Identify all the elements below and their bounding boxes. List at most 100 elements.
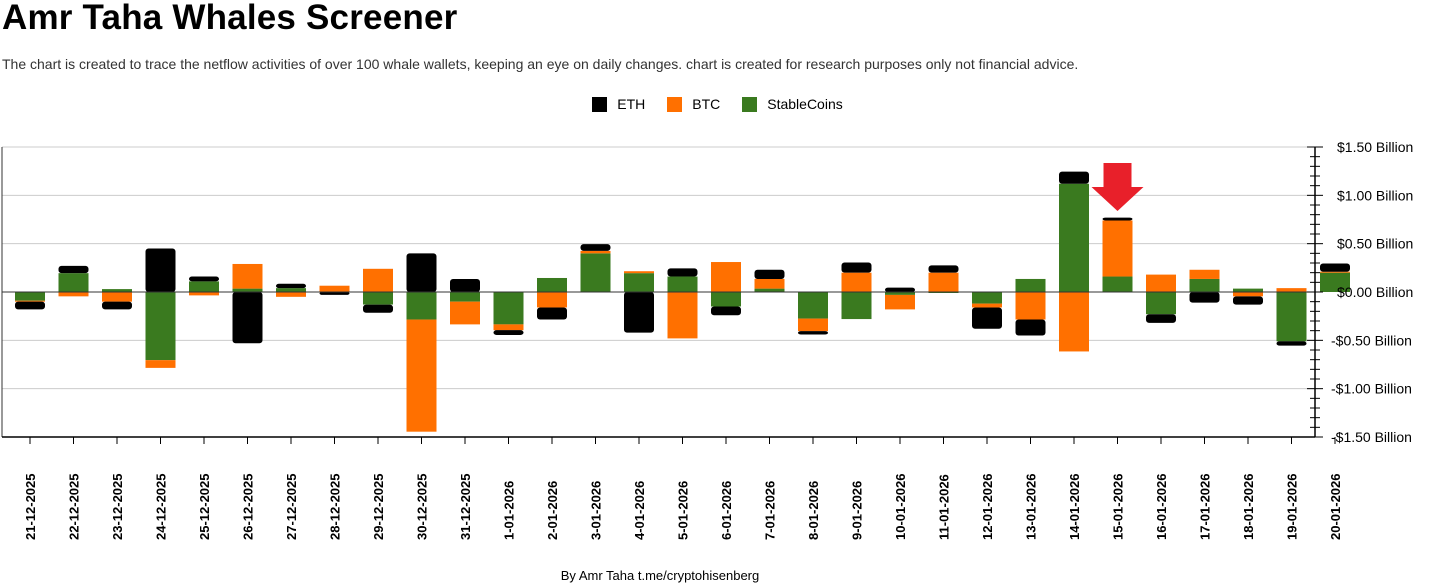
bar-btc xyxy=(1146,274,1176,292)
x-tick-label: 30-12-2025 xyxy=(415,474,430,541)
bar-stablecoins xyxy=(667,276,698,292)
y-tick-label: -$1.50 Billion xyxy=(1331,429,1412,445)
bar-btc xyxy=(450,301,480,325)
page-title: Amr Taha Whales Screener xyxy=(2,0,458,37)
bar-eth xyxy=(928,265,959,273)
legend-label: BTC xyxy=(692,96,721,112)
bar-btc xyxy=(102,292,132,302)
bar-eth xyxy=(363,304,393,313)
bar-eth xyxy=(798,331,828,335)
y-tick-label: -$1.00 Billion xyxy=(1331,381,1412,397)
bar-eth xyxy=(15,301,45,310)
bar-stablecoins xyxy=(624,273,654,292)
bar-eth xyxy=(58,265,89,274)
x-tick-label: 16-01-2026 xyxy=(1154,474,1169,541)
legend-swatch-stablecoins xyxy=(742,96,758,112)
y-tick-label: $0.50 Billion xyxy=(1337,236,1413,252)
x-tick-label: 9-01-2026 xyxy=(850,481,865,540)
x-tick-label: 10-01-2026 xyxy=(893,474,908,541)
bar-eth xyxy=(1276,341,1307,346)
bar-eth xyxy=(406,253,437,292)
bar-btc xyxy=(928,272,959,292)
legend-swatch-eth xyxy=(592,96,608,112)
x-tick-label: 20-01-2026 xyxy=(1328,474,1343,541)
bar-stablecoins xyxy=(711,292,741,307)
bar-eth xyxy=(232,292,263,344)
bar-eth xyxy=(624,292,654,333)
bar-eth xyxy=(1015,319,1046,336)
bar-eth xyxy=(276,283,306,289)
bar-stablecoins xyxy=(58,273,89,292)
legend-item-stablecoins[interactable]: StableCoins xyxy=(742,96,843,112)
y-tick-label: $0.00 Billion xyxy=(1337,284,1413,300)
bar-stablecoins xyxy=(1015,278,1046,292)
bar-stablecoins xyxy=(406,292,437,320)
legend: ETH BTC StableCoins xyxy=(0,96,1435,112)
bar-stablecoins xyxy=(1189,278,1220,292)
bar-eth xyxy=(841,262,872,273)
x-tick-label: 14-01-2026 xyxy=(1067,474,1082,541)
bar-stablecoins xyxy=(145,292,176,361)
legend-label: StableCoins xyxy=(767,96,843,112)
bar-stablecoins xyxy=(363,292,393,305)
bar-btc xyxy=(754,278,785,289)
x-tick-label: 23-12-2025 xyxy=(110,474,125,541)
bar-btc xyxy=(58,292,89,297)
bar-stablecoins xyxy=(754,288,785,292)
bar-eth xyxy=(450,278,480,292)
x-tick-label: 1-01-2026 xyxy=(502,481,517,540)
bar-btc xyxy=(15,300,45,302)
y-tick-label: -$0.50 Billion xyxy=(1331,332,1412,348)
bar-eth xyxy=(1146,314,1176,323)
x-tick-label: 18-01-2026 xyxy=(1241,474,1256,541)
bar-btc xyxy=(363,268,393,292)
bar-btc xyxy=(1102,220,1133,277)
bar-stablecoins xyxy=(1276,292,1307,342)
legend-item-btc[interactable]: BTC xyxy=(667,96,720,112)
bar-eth xyxy=(319,292,350,295)
x-tick-label: 29-12-2025 xyxy=(371,474,386,541)
bar-btc xyxy=(798,318,828,332)
x-tick-label: 2-01-2026 xyxy=(545,481,560,540)
x-tick-label: 12-01-2026 xyxy=(980,474,995,541)
x-tick-label: 27-12-2025 xyxy=(284,474,299,541)
bar-eth xyxy=(1320,263,1350,272)
bar-stablecoins xyxy=(276,288,306,292)
x-tick-label: 4-01-2026 xyxy=(632,481,647,540)
bar-eth xyxy=(1233,296,1263,305)
bar-btc xyxy=(406,319,437,432)
bar-eth xyxy=(972,307,1002,329)
bar-btc xyxy=(319,285,350,292)
bar-eth xyxy=(754,269,785,279)
bar-stablecoins xyxy=(450,292,480,302)
x-tick-label: 19-01-2026 xyxy=(1285,474,1300,541)
bar-eth xyxy=(102,301,132,310)
bar-btc xyxy=(972,303,1002,308)
x-tick-label: 21-12-2025 xyxy=(23,474,38,541)
bar-eth xyxy=(537,307,567,320)
bar-btc xyxy=(667,292,698,339)
x-tick-label: 24-12-2025 xyxy=(154,474,169,541)
bar-btc xyxy=(1189,269,1220,279)
x-tick-label: 17-01-2026 xyxy=(1198,474,1213,541)
bar-btc xyxy=(1233,292,1263,297)
bar-btc xyxy=(1015,292,1046,320)
x-tick-label: 15-01-2026 xyxy=(1111,474,1126,541)
bar-eth xyxy=(189,276,219,282)
bar-eth xyxy=(1059,171,1089,184)
bar-eth xyxy=(580,244,611,251)
bar-stablecoins xyxy=(580,253,611,292)
legend-swatch-btc xyxy=(667,96,683,112)
x-tick-label: 5-01-2026 xyxy=(676,481,691,540)
bar-eth xyxy=(493,330,524,336)
bar-stablecoins xyxy=(1233,288,1263,292)
x-tick-label: 13-01-2026 xyxy=(1024,474,1039,541)
bar-btc xyxy=(624,271,654,274)
red-arrow-icon xyxy=(1091,163,1144,211)
bar-stablecoins xyxy=(537,277,567,292)
x-tick-label: 6-01-2026 xyxy=(719,481,734,540)
legend-item-eth[interactable]: ETH xyxy=(592,96,645,112)
bar-stablecoins xyxy=(972,292,1002,304)
bar-stablecoins xyxy=(1059,183,1089,292)
